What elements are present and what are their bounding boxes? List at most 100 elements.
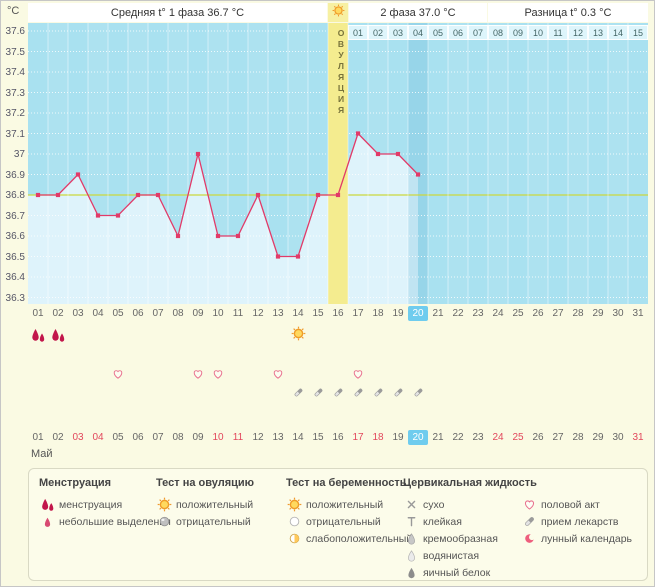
day-cell[interactable]: 09 <box>192 308 204 319</box>
medication-icon[interactable] <box>288 384 308 401</box>
day-cell[interactable]: 10 <box>212 308 224 319</box>
y-axis-tick: 36.9 <box>5 169 25 181</box>
day-cell[interactable]: 17 <box>352 308 364 319</box>
month-label: Май <box>31 448 53 460</box>
day-cell[interactable]: 02 <box>52 308 64 319</box>
day-cell[interactable]: 20 <box>408 430 428 445</box>
day-cell[interactable]: 14 <box>292 432 304 443</box>
day-cell[interactable]: 13 <box>272 308 284 319</box>
day-cell[interactable]: 22 <box>452 308 464 319</box>
day-cell[interactable]: 18 <box>372 432 384 443</box>
legend-item-label: небольшие выделения <box>59 515 171 528</box>
day-cell[interactable]: 01 <box>32 432 44 443</box>
day-cell[interactable]: 12 <box>252 432 264 443</box>
medication-icon[interactable] <box>328 384 348 401</box>
day-cell[interactable]: 02 <box>52 432 64 443</box>
day-cell[interactable]: 15 <box>312 308 324 319</box>
y-axis-tick: 37.5 <box>5 46 25 58</box>
intercourse-icon[interactable] <box>268 365 288 382</box>
test-positive-icon[interactable] <box>288 325 308 342</box>
legend-group: Тест на овуляцию положительный отрицательн… <box>156 477 254 530</box>
day-cell[interactable]: 19 <box>392 432 404 443</box>
day-cell[interactable]: 30 <box>612 432 624 443</box>
legend-item-label: отрицательный <box>176 515 251 528</box>
day-cell[interactable]: 24 <box>492 308 504 319</box>
day-cell[interactable]: 25 <box>512 432 524 443</box>
day-cell[interactable]: 22 <box>452 432 464 443</box>
day-cell[interactable]: 16 <box>332 308 344 319</box>
day-cell[interactable]: 21 <box>432 432 444 443</box>
day-cell[interactable]: 24 <box>492 432 504 443</box>
intercourse-icon <box>521 497 537 513</box>
legend-item: менструация <box>39 496 171 513</box>
day-cell[interactable]: 07 <box>152 308 164 319</box>
day-cell[interactable]: 05 <box>112 308 124 319</box>
day-cell[interactable]: 30 <box>612 308 624 319</box>
menstruation-icon[interactable] <box>28 326 48 343</box>
phase2-average-bar: 2 фаза 37.0 °C <box>349 3 487 22</box>
day-cell[interactable]: 03 <box>72 308 84 319</box>
day-cell[interactable]: 23 <box>472 308 484 319</box>
day-cell[interactable]: 14 <box>292 308 304 319</box>
day-cell[interactable]: 01 <box>32 308 44 319</box>
day-cell[interactable]: 21 <box>432 308 444 319</box>
legend-group: Цервикальная жидкость сухо клейкая кремообр… <box>403 477 537 581</box>
intercourse-icon[interactable] <box>208 365 228 382</box>
day-cell[interactable]: 31 <box>632 308 644 319</box>
medication-icon[interactable] <box>408 384 428 401</box>
day-cell[interactable]: 03 <box>72 432 84 443</box>
medication-icon[interactable] <box>388 384 408 401</box>
day-cell[interactable]: 06 <box>132 308 144 319</box>
temperature-chart[interactable] <box>28 23 648 317</box>
intercourse-icon[interactable] <box>108 365 128 382</box>
medication-icon[interactable] <box>368 384 388 401</box>
day-cell[interactable]: 13 <box>272 432 284 443</box>
y-axis-tick: 36.5 <box>5 251 25 263</box>
day-cell[interactable]: 06 <box>132 432 144 443</box>
day-cell[interactable]: 17 <box>352 432 364 443</box>
legend-item-label: отрицательный <box>306 515 381 528</box>
day-cell[interactable]: 16 <box>332 432 344 443</box>
legend-item: водянистая <box>403 547 537 564</box>
day-cell[interactable]: 26 <box>532 308 544 319</box>
day-cell[interactable]: 26 <box>532 432 544 443</box>
day-cell[interactable]: 08 <box>172 432 184 443</box>
medication-icon[interactable] <box>308 384 328 401</box>
day-cell[interactable]: 09 <box>192 432 204 443</box>
legend-group-title: Тест на овуляцию <box>156 477 255 489</box>
menstruation-icon[interactable] <box>48 326 68 343</box>
day-cell[interactable]: 11 <box>232 432 244 443</box>
day-cell[interactable]: 11 <box>232 308 244 319</box>
day-cell[interactable]: 28 <box>572 432 584 443</box>
day-cell[interactable]: 28 <box>572 308 584 319</box>
day-cell[interactable]: 05 <box>112 432 124 443</box>
legend-group: Менструация менструация небольшие выделени… <box>39 477 171 530</box>
day-cell[interactable]: 29 <box>592 308 604 319</box>
medication-icon[interactable] <box>348 384 368 401</box>
legend-item: небольшие выделения <box>39 513 171 530</box>
day-cell[interactable]: 27 <box>552 432 564 443</box>
day-cell[interactable]: 27 <box>552 308 564 319</box>
y-axis-tick: 37.3 <box>5 87 25 99</box>
day-cell[interactable]: 08 <box>172 308 184 319</box>
day-cell[interactable]: 15 <box>312 432 324 443</box>
phase1-average-text: Средняя t° 1 фаза 36.7 °C <box>110 6 245 19</box>
day-cell[interactable]: 12 <box>252 308 264 319</box>
dpo-cell: 14 <box>608 25 628 40</box>
day-cell[interactable]: 07 <box>152 432 164 443</box>
day-cell[interactable]: 23 <box>472 432 484 443</box>
day-cell[interactable]: 18 <box>372 308 384 319</box>
day-cell[interactable]: 19 <box>392 308 404 319</box>
intercourse-icon[interactable] <box>188 365 208 382</box>
ovulation-day-header-cell <box>328 3 348 22</box>
legend-item-label: водянистая <box>423 549 480 562</box>
day-cell[interactable]: 25 <box>512 308 524 319</box>
day-cell[interactable]: 04 <box>92 308 104 319</box>
day-cell[interactable]: 29 <box>592 432 604 443</box>
day-cell[interactable]: 20 <box>408 306 428 321</box>
intercourse-icon[interactable] <box>348 365 368 382</box>
day-cell[interactable]: 31 <box>632 432 644 443</box>
day-cell[interactable]: 10 <box>212 432 224 443</box>
day-cell[interactable]: 04 <box>92 432 104 443</box>
